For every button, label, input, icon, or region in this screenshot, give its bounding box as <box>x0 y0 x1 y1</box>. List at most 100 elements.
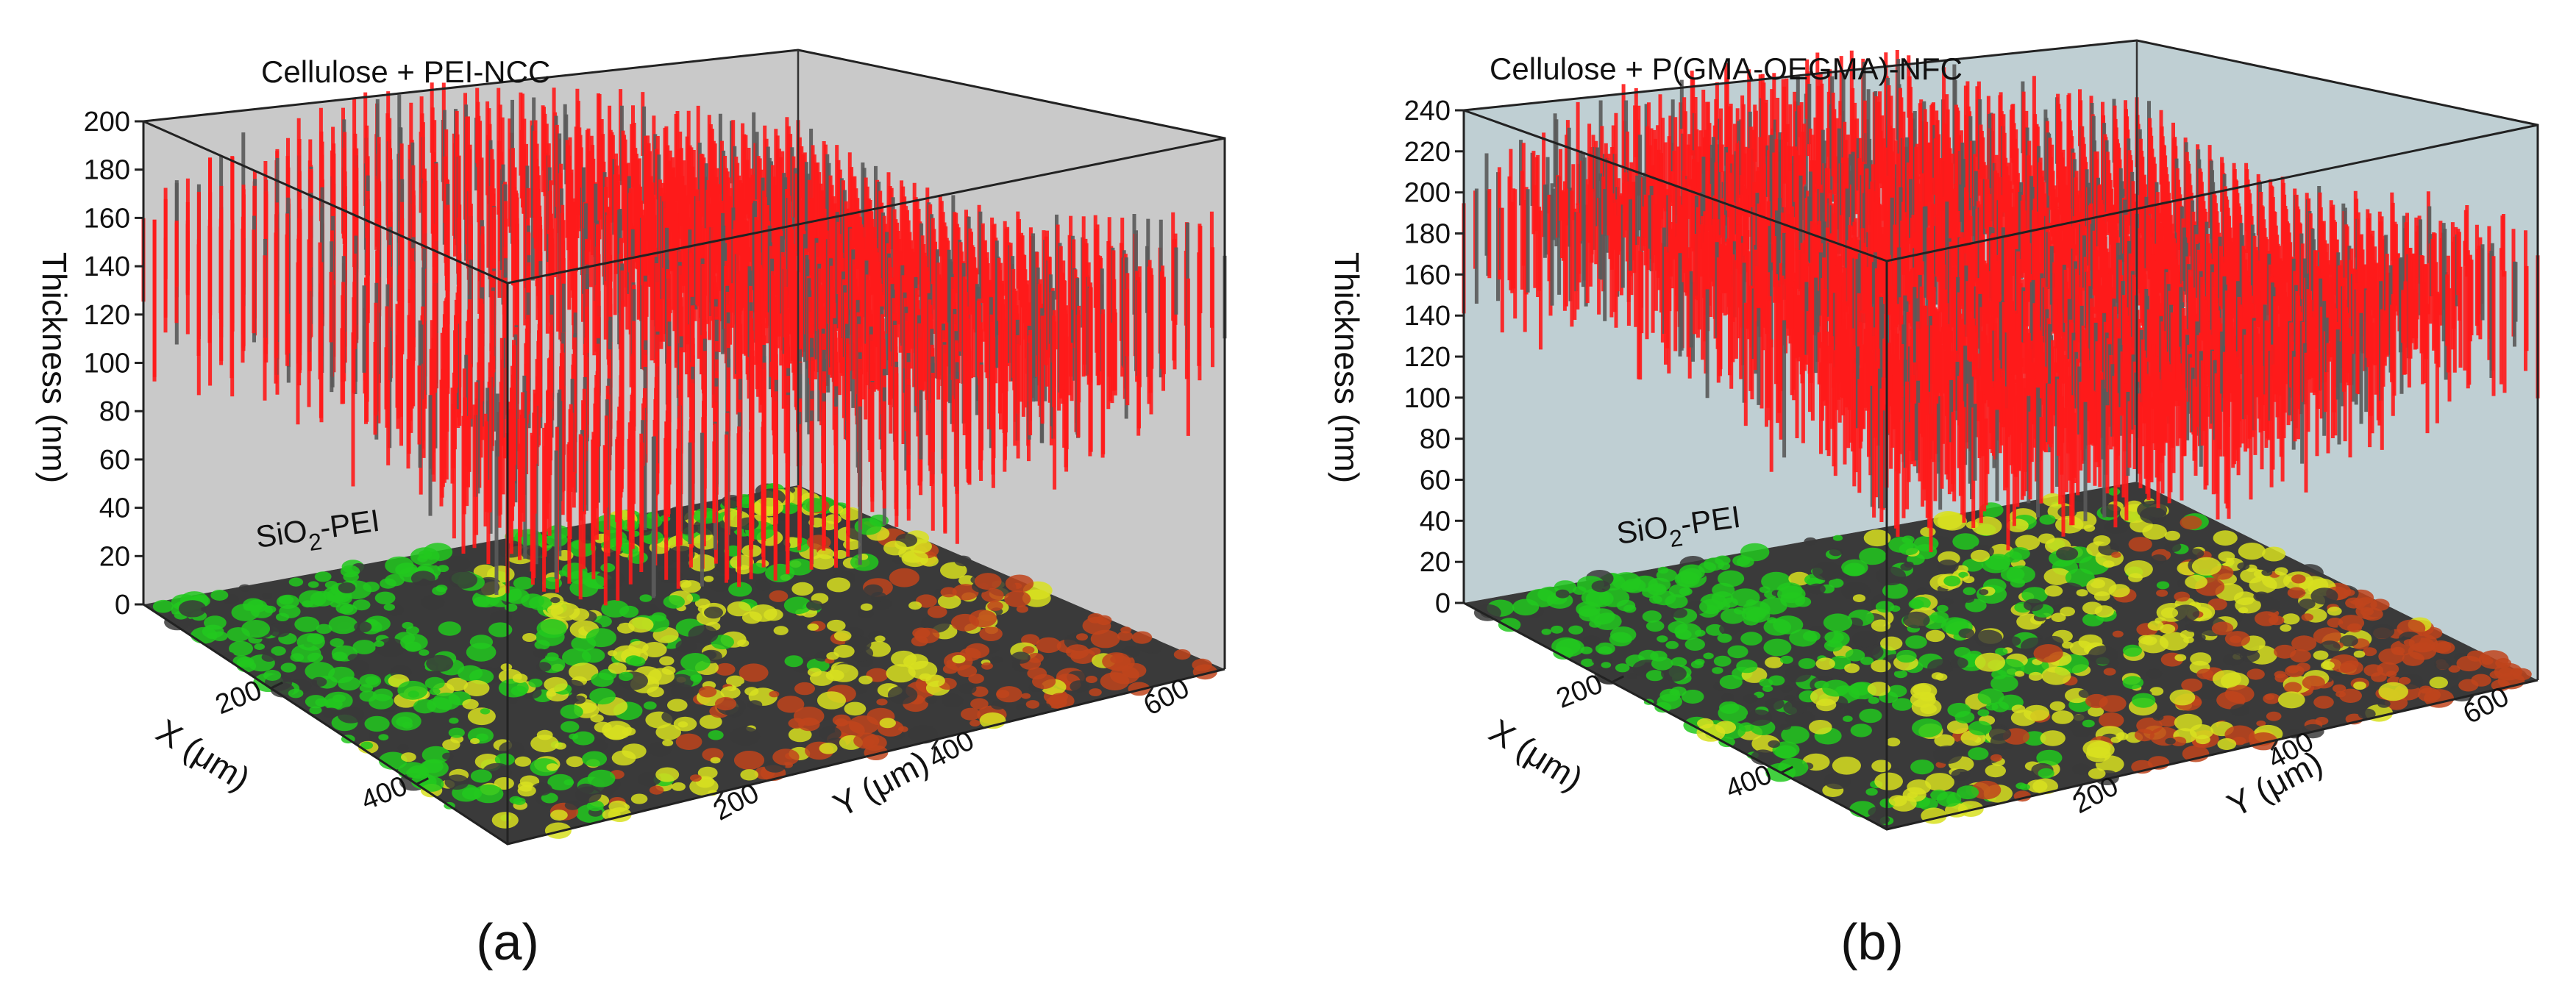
floor-speckle <box>372 688 394 701</box>
floor-speckle <box>858 675 873 685</box>
floor-speckle <box>2224 685 2255 704</box>
floor-speckle <box>1473 604 1501 621</box>
floor-speckle <box>875 635 886 643</box>
floor-speckle <box>332 651 348 662</box>
floor-speckle <box>241 620 271 638</box>
floor-speckle <box>850 553 879 571</box>
floor-speckle <box>940 562 967 579</box>
floor-speckle <box>672 782 686 791</box>
floor-speckle <box>2015 671 2025 677</box>
floor-speckle <box>1832 535 1843 541</box>
floor-speckle <box>1036 637 1061 654</box>
z-axis-title: Thickness (nm) <box>35 252 74 483</box>
floor-speckle <box>675 733 702 750</box>
floor-speckle <box>2378 648 2405 665</box>
floor-speckle <box>309 706 322 715</box>
floor-speckle <box>1765 657 1784 668</box>
floor-speckle <box>1718 704 1748 723</box>
floor-speckle <box>569 662 599 682</box>
floor-speckle <box>699 715 722 729</box>
floor-speckle <box>448 727 465 738</box>
floor-speckle <box>288 688 304 699</box>
floor-speckle <box>374 640 385 647</box>
floor-speckle <box>463 680 490 696</box>
floor-speckle <box>2000 566 2025 582</box>
floor-speckle <box>419 649 430 656</box>
floor-speckle <box>1626 673 1638 680</box>
floor-speckle <box>2212 670 2241 688</box>
floor-speckle <box>555 742 566 750</box>
y-tick <box>716 790 724 803</box>
floor-speckle <box>965 643 990 659</box>
floor-speckle <box>968 674 984 684</box>
floor-speckle <box>1740 632 1762 646</box>
floor-speckle <box>397 744 409 751</box>
floor-speckle <box>786 558 814 576</box>
floor-speckle <box>908 725 939 744</box>
floor-speckle <box>2082 601 2103 615</box>
floor-speckle <box>1657 635 1668 643</box>
floor-speckle <box>410 547 440 566</box>
floor-speckle <box>619 605 639 618</box>
floor-speckle <box>2285 665 2305 678</box>
floor-speckle <box>887 685 918 704</box>
floor-speckle <box>891 650 917 667</box>
floor-speckle <box>1718 737 1735 748</box>
floor-speckle <box>1824 631 1844 644</box>
floor-speckle <box>1004 590 1031 607</box>
floor-speckle <box>1812 562 1843 581</box>
floor-speckle <box>1937 560 1959 574</box>
floor-speckle <box>2071 763 2091 775</box>
floor-speckle <box>1951 768 1971 781</box>
floor-speckle <box>1011 651 1031 664</box>
floor-speckle <box>2033 644 2063 663</box>
floor-speckle <box>794 682 815 696</box>
floor-speckle <box>2291 574 2306 584</box>
floor-speckle <box>561 721 580 733</box>
floor-speckle <box>2378 682 2408 701</box>
floor-speckle <box>1936 791 1962 807</box>
floor-speckle <box>1915 587 1928 595</box>
floor-speckle <box>364 715 390 732</box>
floor-speckle <box>825 669 844 682</box>
floor-speckle <box>469 635 494 649</box>
floor-speckle <box>2398 676 2411 685</box>
x-axis-title: X (μm) <box>150 712 257 799</box>
floor-speckle <box>324 581 338 589</box>
floor-speckle <box>1551 625 1564 634</box>
floor-speckle <box>1696 724 1726 742</box>
floor-speckle <box>1868 696 1879 704</box>
floor-speckle <box>424 676 445 690</box>
floor-speckle <box>1718 570 1745 587</box>
floor-speckle <box>733 751 765 770</box>
floor-speckle <box>941 693 964 708</box>
floor-speckle <box>981 588 1004 603</box>
floor-speckle <box>753 497 784 517</box>
floor-speckle <box>1979 589 1989 596</box>
floor-speckle <box>2313 627 2341 645</box>
floor-speckle <box>1642 587 1659 599</box>
floor-speckle <box>1016 704 1027 711</box>
floor-speckle <box>1954 711 1975 724</box>
floor-speckle <box>322 707 340 719</box>
floor-speckle <box>296 633 325 651</box>
floor-speckle <box>2164 541 2182 553</box>
floor-speckle <box>1920 704 1937 715</box>
floor-speckle <box>224 651 235 659</box>
floor-speckle <box>1173 649 1191 660</box>
floor-speckle <box>1591 580 1611 593</box>
floor-speckle <box>2266 711 2282 721</box>
floor-speckle <box>1703 652 1714 660</box>
floor-speckle <box>1958 571 1968 578</box>
floor-speckle <box>564 800 580 810</box>
floor-speckle <box>1920 526 1936 537</box>
floor-speckle <box>421 594 445 610</box>
floor-speckle <box>405 641 421 652</box>
floor-speckle <box>901 550 929 568</box>
floor-speckle <box>591 672 614 687</box>
floor-speckle <box>1829 578 1844 588</box>
floor-speckle <box>1610 626 1637 643</box>
floor-speckle <box>383 604 395 611</box>
floor-speckle <box>396 716 413 727</box>
floor-speckle <box>970 698 989 710</box>
